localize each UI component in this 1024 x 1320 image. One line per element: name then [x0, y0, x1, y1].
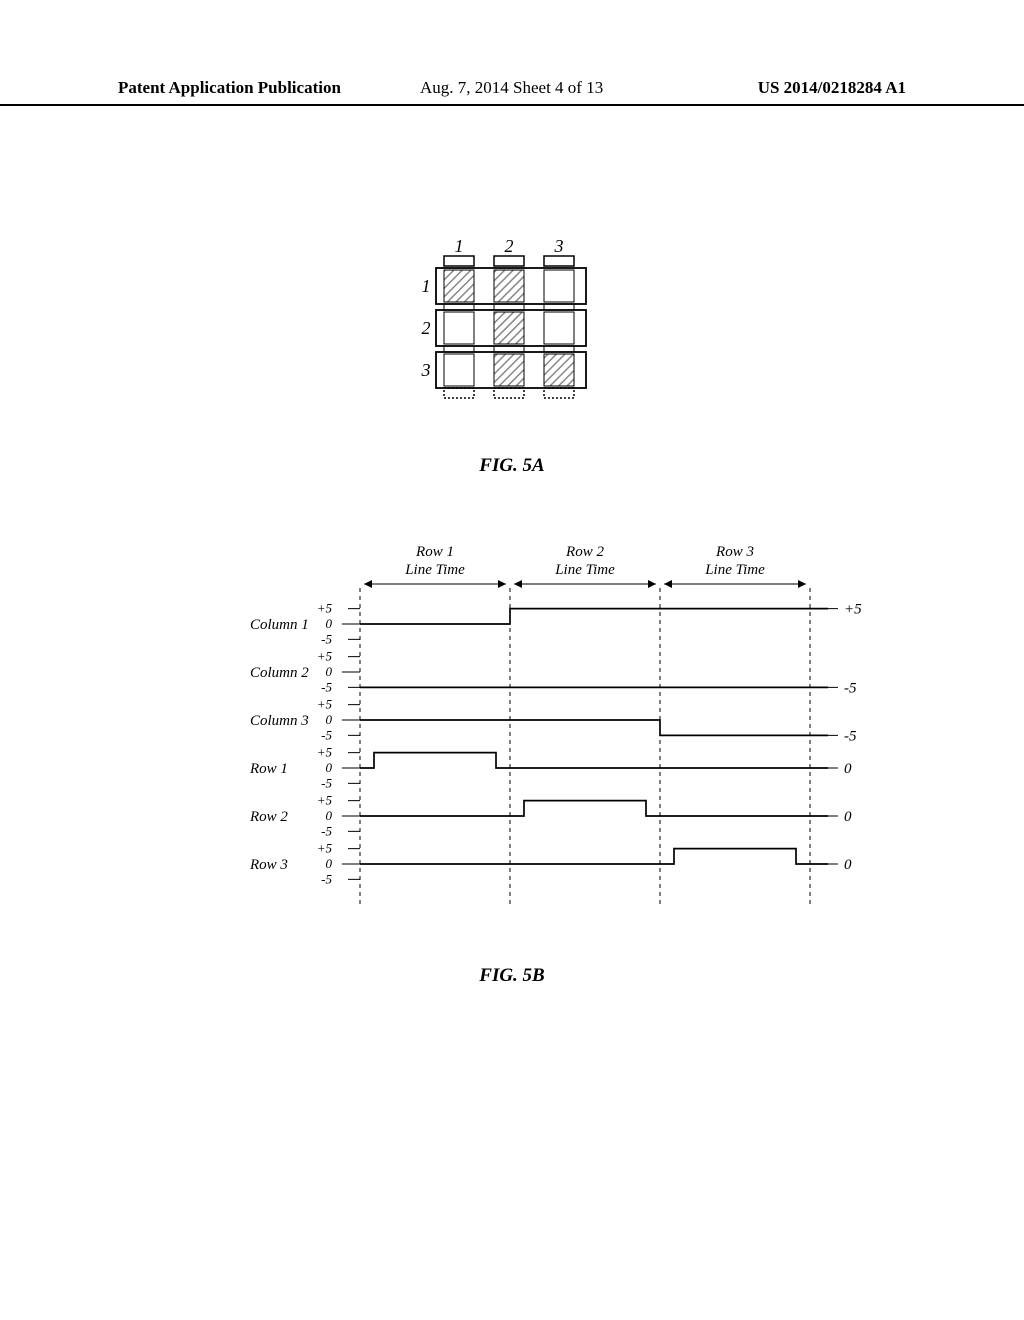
figure-5b-caption: FIG. 5B: [0, 965, 1024, 987]
svg-text:+5: +5: [317, 601, 333, 616]
svg-text:1: 1: [455, 238, 464, 256]
svg-text:2: 2: [505, 238, 514, 256]
svg-text:+5: +5: [317, 697, 333, 712]
svg-text:0: 0: [326, 664, 333, 679]
svg-text:0: 0: [326, 616, 333, 631]
svg-text:Row 3: Row 3: [249, 857, 288, 873]
svg-text:+5: +5: [844, 602, 862, 618]
figure-5a-caption: FIG. 5A: [0, 455, 1024, 477]
svg-text:-5: -5: [321, 631, 332, 646]
svg-text:Column 3: Column 3: [250, 713, 309, 729]
svg-text:Row 2: Row 2: [249, 809, 288, 825]
svg-text:0: 0: [844, 857, 852, 873]
svg-text:-5: -5: [321, 679, 332, 694]
figure-5a-svg: 1 2 3 1 2 3: [400, 238, 624, 438]
svg-text:-5: -5: [844, 728, 857, 744]
svg-text:Column 2: Column 2: [250, 665, 309, 681]
page: Patent Application Publication Aug. 7, 2…: [0, 0, 1024, 1320]
header-right: US 2014/0218284 A1: [758, 78, 906, 98]
svg-text:0: 0: [844, 809, 852, 825]
figure-5a: 1 2 3 1 2 3: [400, 238, 624, 438]
svg-text:0: 0: [326, 808, 333, 823]
svg-text:0: 0: [844, 761, 852, 777]
svg-text:-5: -5: [321, 775, 332, 790]
page-header: Patent Application Publication Aug. 7, 2…: [0, 78, 1024, 106]
svg-text:3: 3: [421, 360, 431, 380]
svg-text:-5: -5: [844, 680, 857, 696]
svg-text:Row 1: Row 1: [415, 544, 454, 560]
svg-text:3: 3: [554, 238, 564, 256]
svg-text:0: 0: [326, 856, 333, 871]
svg-text:-5: -5: [321, 871, 332, 886]
figure-5b: Row 1 Line Time Row 2 Line Time Row 3 Line Ti…: [170, 540, 870, 940]
svg-text:Column 1: Column 1: [250, 617, 309, 633]
header-center: Aug. 7, 2014 Sheet 4 of 13: [420, 78, 603, 98]
svg-text:+5: +5: [317, 649, 333, 664]
svg-text:Row 1: Row 1: [249, 761, 288, 777]
svg-text:-5: -5: [321, 727, 332, 742]
svg-text:1: 1: [422, 276, 431, 296]
svg-text:Row 2: Row 2: [565, 544, 604, 560]
svg-text:+5: +5: [317, 793, 333, 808]
header-left: Patent Application Publication: [118, 78, 341, 98]
svg-text:Line Time: Line Time: [554, 562, 615, 578]
svg-text:+5: +5: [317, 745, 333, 760]
figure-5b-svg: Row 1 Line Time Row 2 Line Time Row 3 Line Ti…: [170, 540, 870, 940]
svg-text:0: 0: [326, 712, 333, 727]
svg-text:2: 2: [422, 318, 431, 338]
svg-text:+5: +5: [317, 841, 333, 856]
svg-text:Line Time: Line Time: [704, 562, 765, 578]
svg-text:-5: -5: [321, 823, 332, 838]
svg-text:Row 3: Row 3: [715, 544, 754, 560]
svg-text:0: 0: [326, 760, 333, 775]
svg-text:Line Time: Line Time: [404, 562, 465, 578]
